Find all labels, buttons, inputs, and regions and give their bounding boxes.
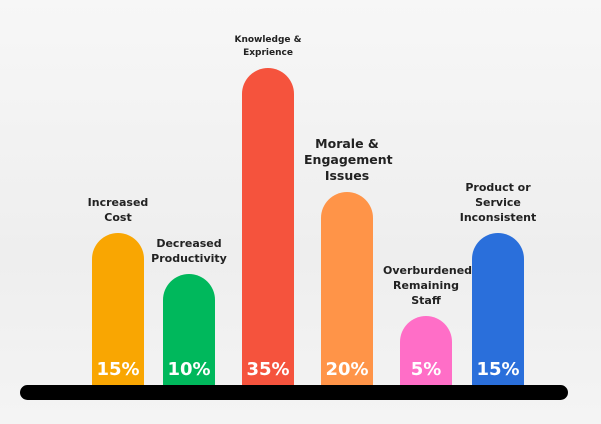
category-label: Knowledge & Exprience	[234, 34, 302, 58]
value-label: 15%	[96, 359, 140, 380]
value-label: 20%	[325, 359, 369, 380]
category-label: Increased Cost	[87, 196, 149, 225]
value-label: 15%	[476, 359, 520, 380]
bar	[321, 191, 373, 390]
category-label: Morale & Engagement Issues	[304, 135, 393, 183]
value-label: 5%	[410, 359, 442, 380]
category-label: Product or Service Inconsistent	[459, 181, 537, 225]
bar	[472, 233, 524, 390]
category-label: Overburdened Remaining Staff	[383, 263, 473, 307]
value-label: 10%	[167, 359, 211, 380]
category-label: Decreased Productivity	[151, 237, 227, 266]
bar	[242, 67, 294, 390]
baseline	[20, 385, 568, 400]
bar	[400, 315, 452, 390]
bar	[163, 274, 215, 390]
value-label: 35%	[246, 359, 290, 380]
bar	[92, 233, 144, 390]
